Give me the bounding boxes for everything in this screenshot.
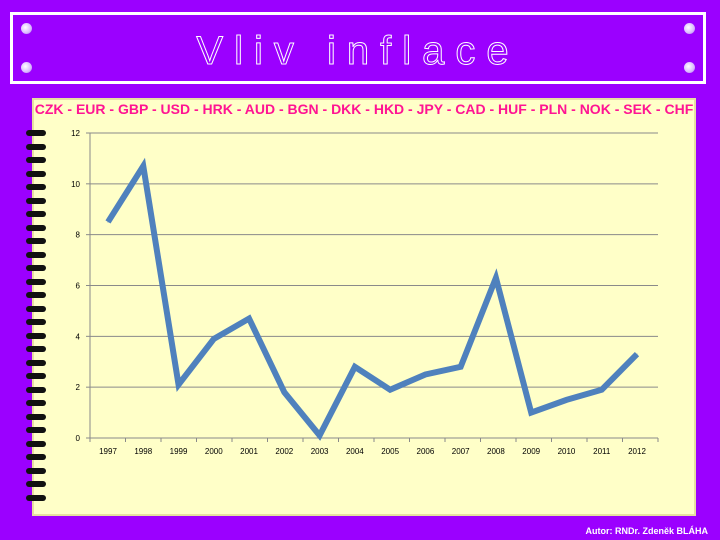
binding-ring [26,157,46,163]
x-tick-label: 2001 [240,447,258,456]
data-point [319,434,321,436]
y-tick-label: 12 [71,129,80,138]
data-point [530,412,532,414]
x-tick-label: 2004 [346,447,364,456]
x-tick-label: 2006 [417,447,435,456]
x-axis: 1997 1998 1999 2000 2001 2002 2003 2004 2005 2006… [89,437,659,456]
binding-ring [26,251,46,258]
title-frame: Vliv inflace [10,12,706,84]
x-tick-label: 1999 [170,447,188,456]
binding-ring [26,143,46,150]
binding-ring [26,224,46,231]
data-point [424,373,426,375]
y-tick-label: 6 [76,282,81,291]
data-point [389,389,391,391]
corner-dot-icon [21,62,32,73]
binding-ring [26,481,46,487]
y-tick-label: 10 [71,180,80,189]
binding-ring [26,494,46,501]
binding-ring [26,359,46,366]
x-tick-label: 2012 [628,447,646,456]
series-line-0 [105,157,640,441]
data-point [142,165,144,167]
binding-ring [26,305,46,312]
data-point [248,318,250,320]
binding-ring [26,130,46,136]
corner-dot-icon [21,23,32,34]
data-point [107,221,109,223]
binding-ring [26,170,46,177]
slide-title: Vliv inflace [196,29,520,74]
x-tick-label: 2011 [593,447,611,456]
binding-ring [26,197,46,204]
corner-dot-icon [684,62,695,73]
data-point [495,277,497,279]
binding-ring [26,427,46,433]
x-tick-label: 1997 [99,447,117,456]
data-point [565,399,567,401]
binding-ring [26,400,46,406]
data-point [213,338,215,340]
x-tick-label: 2002 [275,447,293,456]
binding-ring [26,467,46,474]
binding-ring [26,332,46,339]
chart-grid [90,132,658,439]
data-point [283,391,285,393]
y-tick-label: 0 [76,434,81,443]
binding-ring [26,413,46,420]
corner-dot-icon [684,23,695,34]
x-tick-label: 2007 [452,447,470,456]
data-point [636,353,638,355]
x-tick-label: 1998 [134,447,152,456]
data-point [354,366,356,368]
x-tick-label: 2010 [558,447,576,456]
x-tick-label: 2000 [205,447,223,456]
binding-ring [26,346,46,352]
binding-ring [26,319,46,325]
binding-ring [26,238,46,244]
currency-list: CZK - EUR - GBP - USD - HRK - AUD - BGN … [34,101,694,117]
binding-ring [26,184,46,190]
binding-ring [26,292,46,298]
y-tick-label: 8 [76,231,81,240]
x-tick-label: 2009 [522,447,540,456]
x-tick-label: 2008 [487,447,505,456]
binding-ring [26,278,46,285]
binding-ring [26,373,46,379]
data-point [178,384,180,386]
data-point [601,389,603,391]
data-point [460,366,462,368]
binding-ring [26,440,46,447]
y-tick-label: 2 [76,383,81,392]
chart-series [105,157,640,441]
binding-ring [26,211,46,217]
x-tick-label: 2005 [381,447,399,456]
binding-ring [26,386,46,393]
binding-ring [26,454,46,460]
x-tick-label: 2003 [311,447,329,456]
author-credit: Autor: RNDr. Zdeněk BLÁHA [585,526,708,536]
binding-ring [26,265,46,271]
y-axis: 0 2 4 6 8 10 12 [71,129,91,443]
y-tick-label: 4 [76,332,81,341]
